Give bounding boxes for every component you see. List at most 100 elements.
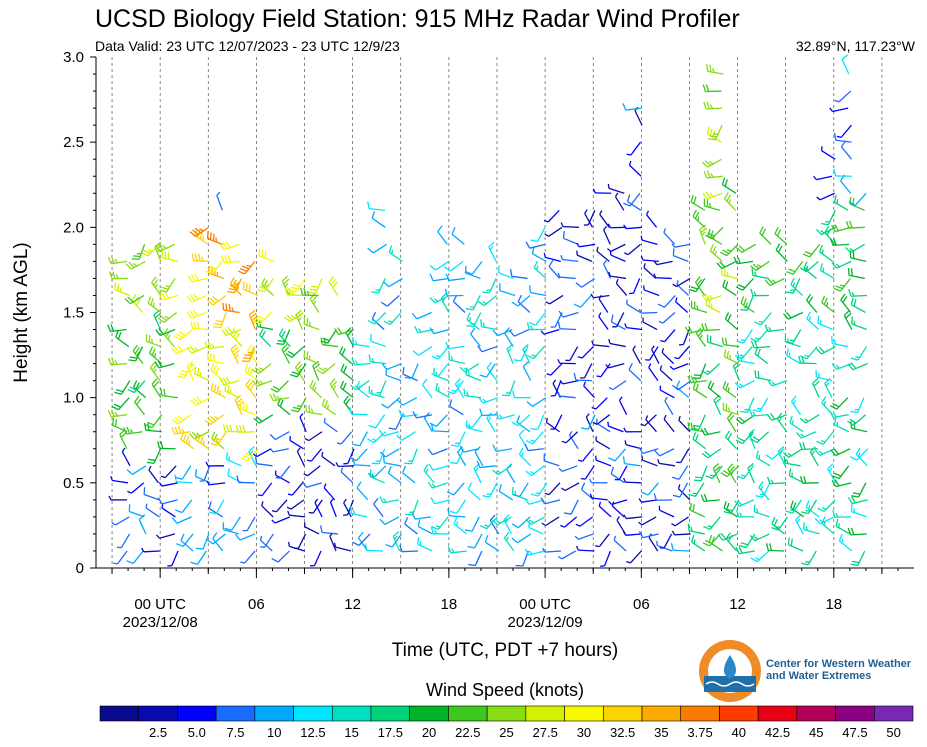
barb-feather (524, 443, 529, 451)
wind-barb (812, 377, 820, 398)
barb-staff (722, 286, 737, 297)
barb-feather (225, 452, 229, 460)
wind-barb (833, 168, 852, 177)
barb-staff (569, 346, 579, 361)
barb-feather (209, 232, 212, 240)
barb-feather (528, 550, 533, 555)
barb-staff (625, 226, 643, 230)
barb-feather (388, 427, 397, 430)
barb-feather (529, 285, 532, 293)
wind-barb (402, 366, 418, 382)
barb-feather (177, 345, 184, 352)
barb-staff (832, 342, 849, 348)
barb-feather (163, 388, 166, 397)
barb-feather (234, 394, 242, 401)
colorbar-bin (293, 705, 333, 722)
wind-barb (669, 362, 689, 370)
barb-feather (599, 210, 603, 215)
wind-barb (806, 293, 818, 313)
wind-barb (701, 293, 722, 302)
barb-staff (661, 351, 675, 365)
wind-barb (575, 516, 594, 527)
barb-feather (802, 253, 811, 258)
barb-feather (188, 440, 191, 446)
barb-feather (740, 542, 749, 546)
barb-feather (429, 327, 435, 334)
barb-feather (530, 439, 535, 442)
barb-feather (701, 452, 709, 459)
barb-feather (107, 357, 112, 365)
wind-barb (335, 462, 355, 468)
barb-staff (627, 243, 641, 256)
wind-barb (754, 312, 772, 326)
barb-feather (703, 101, 707, 110)
barb-staff (338, 465, 355, 468)
wind-barb (379, 448, 400, 458)
barb-staff (562, 379, 579, 385)
barb-feather (608, 386, 614, 391)
wind-barb (643, 263, 657, 279)
barb-feather (789, 509, 795, 512)
barb-staff (857, 346, 868, 361)
barb-staff (629, 164, 642, 177)
barb-feather (417, 537, 420, 545)
barb-feather (522, 343, 529, 350)
wind-barb (261, 501, 274, 518)
barb-staff (850, 257, 867, 263)
wind-barb (157, 497, 178, 505)
colorbar-label: 50 (886, 725, 900, 740)
wind-barb (126, 465, 147, 475)
barb-feather (259, 380, 264, 385)
wind-barb (497, 265, 514, 280)
colorbar-bin (873, 705, 914, 722)
barb-staff (115, 516, 130, 526)
wind-barb (833, 194, 849, 211)
barb-feather (157, 441, 161, 449)
barb-staff (527, 448, 544, 452)
barb-staff (518, 454, 532, 467)
wind-barb (252, 448, 272, 458)
barb-staff (296, 451, 305, 467)
barb-staff (674, 243, 691, 248)
barb-feather (401, 412, 406, 417)
barb-feather (764, 324, 769, 332)
barb-feather (196, 367, 200, 376)
barb-feather (835, 512, 839, 518)
barb-staff (384, 462, 401, 467)
wind-barb (766, 476, 787, 485)
barb-feather (474, 467, 479, 472)
colorbar-bin (641, 705, 682, 722)
barb-staff (351, 512, 368, 518)
barb-feather (638, 521, 643, 526)
barb-feather (287, 541, 291, 547)
barb-feather (836, 135, 842, 138)
barb-feather (727, 463, 734, 470)
barb-staff (312, 499, 323, 514)
wind-barb (690, 194, 706, 211)
barb-feather (771, 279, 777, 284)
wind-barb (733, 256, 754, 265)
wind-barb (799, 260, 819, 273)
barb-feather (247, 344, 253, 352)
barb-feather (281, 330, 286, 338)
barb-feather (246, 366, 251, 374)
wind-barb (349, 448, 368, 462)
barb-feather (238, 425, 243, 433)
barb-feather (177, 415, 184, 421)
barb-feather (725, 382, 729, 391)
barb-feather (754, 346, 759, 355)
wind-barb (623, 477, 642, 484)
barb-feather (790, 538, 793, 546)
barb-feather (641, 491, 649, 496)
barb-staff (473, 468, 482, 484)
barb-feather (186, 360, 194, 367)
wind-barb (622, 103, 642, 111)
barb-feather (544, 233, 550, 237)
barb-staff (595, 397, 608, 410)
barb-feather (786, 271, 794, 275)
wind-barb (816, 192, 835, 201)
barb-feather (806, 293, 812, 301)
barb-staff (207, 237, 223, 245)
barb-feather (821, 396, 827, 404)
barb-staff (202, 533, 210, 550)
